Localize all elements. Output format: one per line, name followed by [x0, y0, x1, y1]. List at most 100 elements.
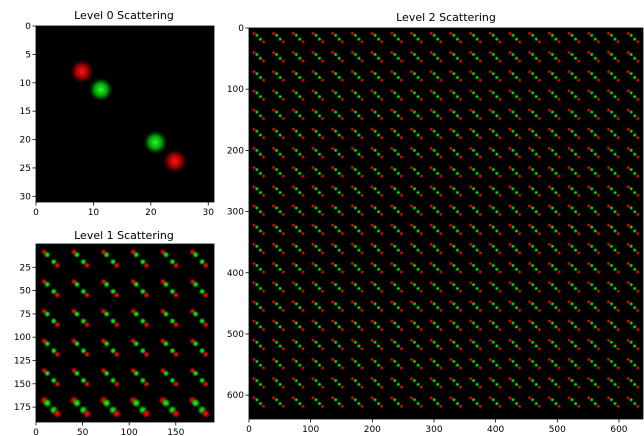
red-blob — [596, 173, 601, 179]
red-blob — [379, 308, 385, 313]
green-blob — [451, 301, 457, 307]
green-blob — [632, 267, 638, 272]
red-blob — [300, 327, 306, 332]
green-blob — [510, 109, 516, 115]
green-blob — [72, 398, 82, 408]
red-blob — [556, 269, 562, 275]
green-blob — [530, 301, 535, 307]
green-blob — [510, 224, 516, 230]
red-blob — [517, 135, 522, 141]
red-blob — [320, 384, 325, 390]
red-blob — [359, 269, 365, 275]
red-blob — [497, 327, 503, 332]
red-blob — [261, 173, 266, 179]
red-blob — [615, 135, 621, 141]
red-blob — [556, 212, 562, 217]
red-blob — [596, 192, 601, 198]
green-blob — [455, 113, 460, 119]
green-blob — [593, 267, 598, 272]
green-blob — [412, 282, 417, 287]
green-blob — [258, 151, 263, 157]
green-blob — [530, 359, 535, 364]
green-blob — [274, 263, 279, 268]
green-blob — [494, 305, 500, 310]
green-blob — [392, 71, 398, 76]
red-blob — [359, 250, 365, 256]
red-blob — [438, 403, 444, 409]
red-blob — [261, 403, 266, 409]
red-blob — [280, 77, 286, 83]
green-blob — [313, 205, 319, 211]
green-blob — [550, 263, 555, 268]
green-blob — [297, 151, 303, 157]
green-blob — [317, 305, 322, 310]
green-blob — [569, 205, 575, 211]
green-blob — [353, 52, 358, 57]
red-blob — [418, 116, 424, 121]
green-blob — [431, 320, 437, 326]
panel-0-image — [36, 26, 214, 202]
green-blob — [254, 263, 260, 268]
green-blob — [569, 224, 575, 230]
red-blob — [418, 288, 424, 294]
green-blob — [612, 382, 618, 387]
red-blob — [438, 250, 444, 256]
green-blob — [553, 171, 559, 176]
red-blob — [300, 308, 306, 313]
green-blob — [632, 228, 638, 234]
green-blob — [471, 378, 476, 383]
green-blob — [392, 109, 398, 115]
green-blob — [593, 228, 598, 234]
green-blob — [356, 94, 362, 99]
green-blob — [254, 320, 260, 326]
green-blob — [471, 186, 476, 192]
red-blob — [615, 308, 621, 313]
red-blob — [320, 403, 325, 409]
green-blob — [514, 362, 519, 368]
green-blob — [569, 52, 575, 57]
green-blob — [274, 320, 279, 326]
green-blob — [455, 151, 460, 157]
red-blob — [537, 365, 542, 371]
green-blob — [415, 267, 421, 272]
red-blob — [615, 39, 621, 45]
red-blob — [635, 173, 641, 179]
green-blob — [412, 205, 417, 211]
red-blob — [340, 212, 345, 217]
panel-2-title: Level 2 Scattering — [396, 11, 496, 24]
green-blob — [530, 186, 535, 192]
green-blob — [593, 151, 598, 157]
red-blob — [576, 231, 582, 236]
green-blob — [412, 359, 417, 364]
green-blob — [353, 359, 358, 364]
green-blob — [550, 167, 555, 172]
red-blob — [320, 192, 325, 198]
green-blob — [333, 167, 338, 172]
green-blob — [277, 228, 283, 234]
red-blob — [280, 269, 286, 275]
green-blob — [254, 224, 260, 230]
red-blob — [359, 77, 365, 83]
y-tick-label: 0 — [25, 22, 31, 32]
green-blob — [474, 151, 480, 157]
green-blob — [336, 113, 342, 119]
y-tick-label: 25 — [20, 164, 31, 174]
red-blob — [280, 192, 286, 198]
green-blob — [333, 128, 338, 134]
green-blob — [494, 343, 500, 349]
red-blob — [418, 39, 424, 45]
red-blob — [497, 384, 503, 390]
red-blob — [340, 365, 345, 371]
red-blob — [280, 365, 286, 371]
green-blob — [277, 286, 283, 291]
green-blob — [372, 339, 378, 345]
green-blob — [510, 32, 516, 38]
green-blob — [490, 301, 496, 307]
red-blob — [556, 97, 562, 102]
red-blob — [458, 77, 463, 83]
red-blob — [418, 250, 424, 256]
green-blob — [313, 186, 319, 192]
green-blob — [317, 267, 322, 272]
red-blob — [576, 97, 582, 102]
